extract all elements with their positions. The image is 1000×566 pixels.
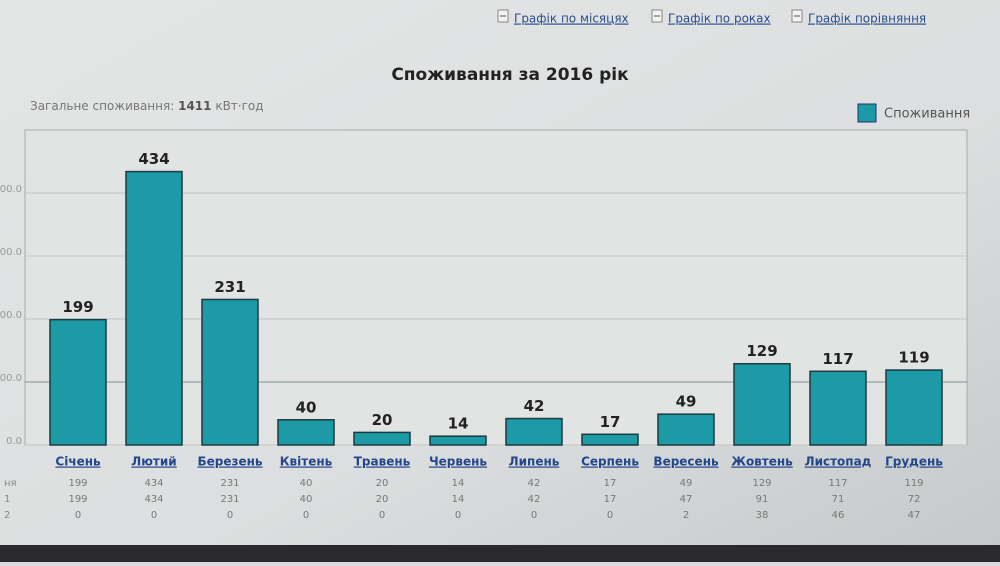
unit: кВт·год — [215, 99, 263, 113]
value-label: 17 — [600, 413, 621, 431]
table-cell: 42 — [528, 478, 541, 489]
category-link[interactable]: Квітень — [280, 455, 333, 469]
y-tick-label: 300.0 — [0, 247, 22, 258]
category-link[interactable]: Вересень — [653, 455, 719, 469]
table-cell: 17 — [604, 478, 617, 489]
table-cell: 40 — [300, 478, 313, 489]
category-link[interactable]: Грудень — [885, 455, 943, 469]
category-link[interactable]: Серпень — [581, 455, 639, 469]
row-label: 1 — [4, 494, 10, 505]
table-cell: 117 — [828, 478, 847, 489]
table-cell: 20 — [376, 478, 389, 489]
value-label: 434 — [138, 150, 169, 168]
table-cell: 46 — [832, 510, 845, 521]
table-cell: 129 — [752, 478, 771, 489]
nav-link[interactable]: Графік по роках — [668, 12, 771, 26]
table-cell: 199 — [68, 494, 87, 505]
category-link[interactable]: Березень — [197, 455, 262, 469]
value-label: 119 — [898, 349, 929, 367]
category-link[interactable]: Червень — [429, 455, 487, 469]
value-label: 14 — [448, 415, 469, 433]
table-cell: 199 — [68, 478, 87, 489]
legend-swatch — [857, 103, 877, 123]
value-label: 40 — [296, 398, 317, 416]
value-label: 231 — [214, 278, 245, 296]
table-cell: 42 — [528, 494, 541, 505]
table-cell: 47 — [908, 510, 921, 521]
table-cell: 17 — [604, 494, 617, 505]
table-cell: 40 — [300, 494, 313, 505]
table-cell: 0 — [151, 510, 157, 521]
table-cell: 47 — [680, 494, 693, 505]
category-link[interactable]: Січень — [55, 455, 101, 469]
value-label: 199 — [62, 298, 93, 316]
nav-link[interactable]: Графік по місяцях — [514, 12, 629, 26]
table-cell: 434 — [144, 478, 163, 489]
bar — [809, 370, 867, 446]
value-label: 129 — [746, 342, 777, 360]
table-cell: 71 — [832, 494, 845, 505]
screen-edge — [0, 545, 1000, 562]
row-label: 2 — [4, 510, 10, 521]
bar — [885, 369, 943, 446]
subtitle-label: Загальне споживання: — [30, 99, 174, 113]
category-link[interactable]: Лютий — [131, 455, 176, 469]
bar — [353, 431, 411, 446]
table-cell: 0 — [303, 510, 309, 521]
table-cell: 14 — [452, 494, 465, 505]
bar — [657, 413, 715, 446]
table-cell: 231 — [220, 494, 239, 505]
bar — [201, 298, 259, 446]
bar — [429, 435, 487, 446]
bar — [277, 419, 335, 446]
table-cell: 49 — [680, 478, 693, 489]
total: 1411 — [178, 99, 211, 113]
category-link[interactable]: Травень — [354, 455, 411, 469]
table-cell: 0 — [455, 510, 461, 521]
table-cell: 0 — [531, 510, 537, 521]
value-label: 20 — [372, 411, 393, 429]
category-link[interactable]: Липень — [509, 455, 560, 469]
value-label: 117 — [822, 350, 853, 368]
bar — [49, 318, 107, 446]
bar — [505, 417, 563, 446]
value-label: 49 — [676, 393, 697, 411]
category-link[interactable]: Жовтень — [731, 455, 793, 469]
y-tick-label: 200.0 — [0, 310, 22, 321]
table-cell: 38 — [756, 510, 769, 521]
y-tick-label: 400.0 — [0, 184, 22, 195]
bar — [581, 433, 639, 446]
table-cell: 119 — [904, 478, 923, 489]
table-cell: 0 — [379, 510, 385, 521]
table-cell: 0 — [75, 510, 81, 521]
table-cell: 20 — [376, 494, 389, 505]
value-label: 42 — [524, 397, 545, 415]
legend-label: Споживання — [884, 107, 970, 122]
table-cell: 14 — [452, 478, 465, 489]
y-tick-label: 100.0 — [0, 373, 22, 384]
table-cell: 0 — [607, 510, 613, 521]
table-cell: 2 — [683, 510, 689, 521]
table-cell: 72 — [908, 494, 921, 505]
category-link[interactable]: Листопад — [805, 455, 872, 469]
bar — [733, 362, 791, 446]
chart-title: Споживання за 2016 рік — [391, 65, 629, 85]
bar — [125, 170, 183, 446]
nav-link[interactable]: Графік порівняння — [808, 12, 926, 26]
table-cell: 231 — [220, 478, 239, 489]
y-tick-label: 0.0 — [6, 436, 22, 447]
row-label: ня — [4, 478, 17, 489]
table-cell: 91 — [756, 494, 769, 505]
subtitle: Загальне споживання: 1411 кВт·год — [30, 99, 264, 113]
table-cell: 434 — [144, 494, 163, 505]
table-cell: 0 — [227, 510, 233, 521]
